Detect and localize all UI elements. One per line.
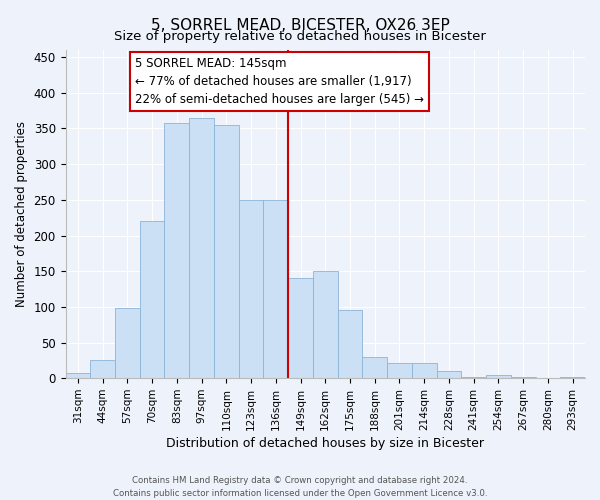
Bar: [239, 200, 263, 378]
X-axis label: Distribution of detached houses by size in Bicester: Distribution of detached houses by size …: [166, 437, 484, 450]
Bar: [412, 362, 437, 378]
Bar: [90, 360, 115, 378]
Y-axis label: Number of detached properties: Number of detached properties: [15, 121, 28, 307]
Bar: [511, 377, 536, 378]
Bar: [560, 377, 585, 378]
Bar: [189, 118, 214, 378]
Bar: [288, 278, 313, 378]
Bar: [338, 310, 362, 378]
Bar: [65, 372, 90, 378]
Bar: [362, 357, 387, 378]
Bar: [313, 271, 338, 378]
Bar: [140, 221, 164, 378]
Bar: [214, 125, 239, 378]
Text: 5, SORREL MEAD, BICESTER, OX26 3EP: 5, SORREL MEAD, BICESTER, OX26 3EP: [151, 18, 449, 32]
Bar: [486, 376, 511, 378]
Bar: [387, 362, 412, 378]
Text: Size of property relative to detached houses in Bicester: Size of property relative to detached ho…: [114, 30, 486, 43]
Bar: [461, 377, 486, 378]
Text: Contains HM Land Registry data © Crown copyright and database right 2024.
Contai: Contains HM Land Registry data © Crown c…: [113, 476, 487, 498]
Bar: [115, 308, 140, 378]
Bar: [437, 371, 461, 378]
Bar: [263, 200, 288, 378]
Text: 5 SORREL MEAD: 145sqm
← 77% of detached houses are smaller (1,917)
22% of semi-d: 5 SORREL MEAD: 145sqm ← 77% of detached …: [135, 57, 424, 106]
Bar: [164, 123, 189, 378]
